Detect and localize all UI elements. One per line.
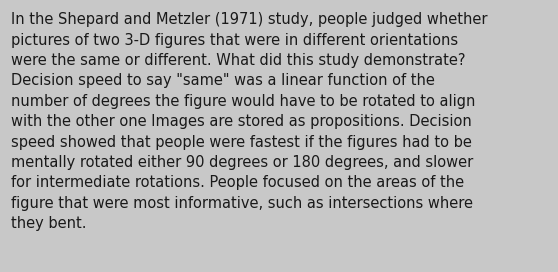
Text: In the Shepard and Metzler (1971) study, people judged whether
pictures of two 3: In the Shepard and Metzler (1971) study,…: [11, 12, 488, 231]
